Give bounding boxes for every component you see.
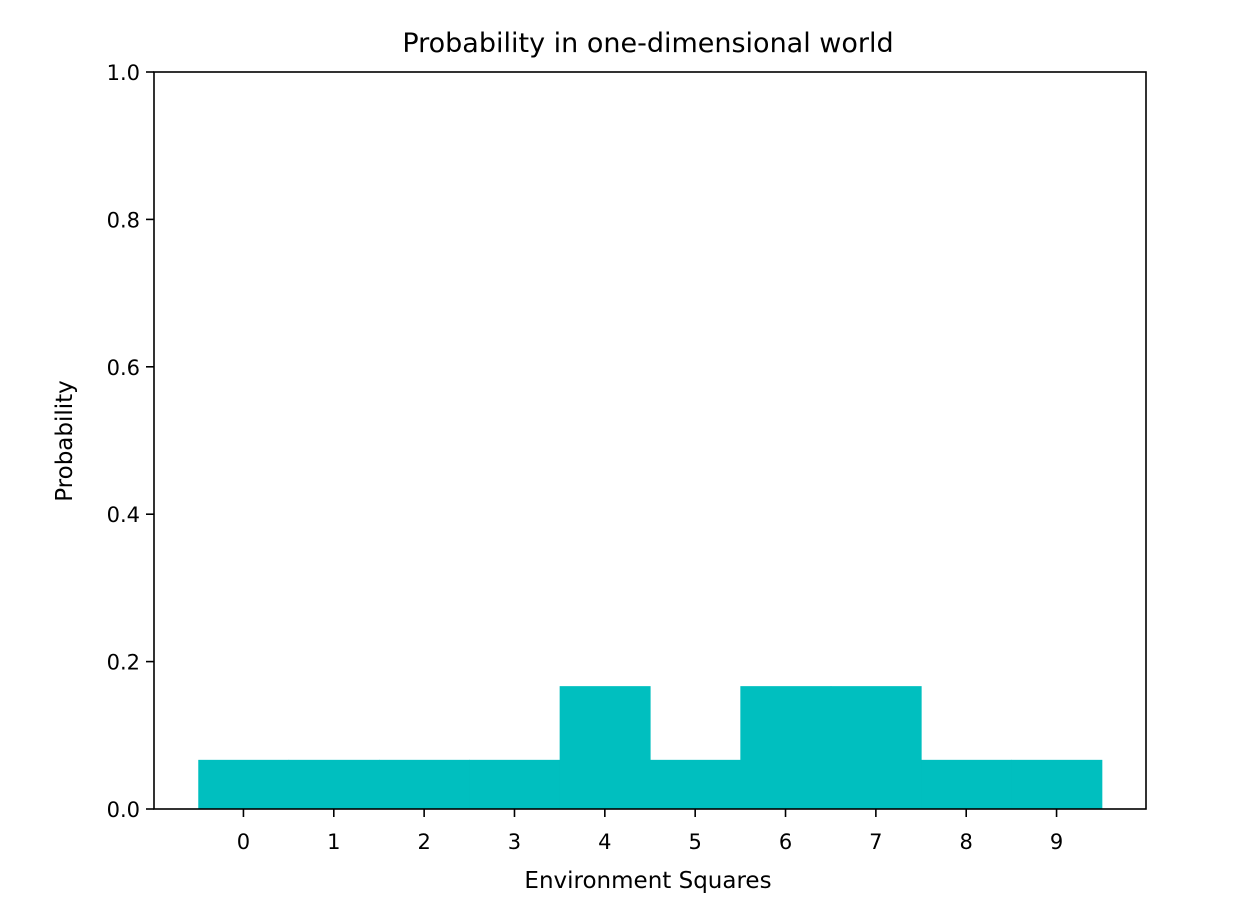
bar-6	[740, 686, 832, 809]
bar-8	[921, 759, 1012, 809]
y-axis-ticks: 0.0 0.2 0.4 0.6 0.8 1.0	[107, 61, 154, 822]
bar-0	[198, 759, 290, 809]
y-tick-label: 0.2	[107, 651, 140, 675]
bar-7	[830, 686, 922, 809]
chart-title: Probability in one-dimensional world	[402, 28, 893, 59]
x-tick-label: 5	[688, 830, 701, 854]
y-tick-label: 1.0	[107, 61, 140, 85]
y-tick-label: 0.0	[107, 798, 140, 822]
y-axis-label: Probability	[52, 380, 78, 502]
y-tick-label: 0.4	[107, 503, 140, 527]
bar-2	[378, 759, 470, 809]
x-tick-label: 4	[598, 830, 611, 854]
x-tick-label: 3	[508, 830, 521, 854]
x-tick-label: 0	[237, 830, 250, 854]
bars-layer	[198, 686, 1103, 809]
x-tick-label: 8	[960, 830, 973, 854]
x-tick-label: 9	[1050, 830, 1063, 854]
x-tick-label: 6	[779, 830, 792, 854]
x-tick-label: 1	[327, 830, 340, 854]
bar-4	[559, 686, 651, 809]
x-tick-label: 2	[417, 830, 430, 854]
x-tick-label: 7	[869, 830, 882, 854]
bar-1	[288, 759, 380, 809]
bar-9	[1011, 759, 1103, 809]
y-tick-label: 0.6	[107, 356, 140, 380]
bar-5	[650, 759, 741, 809]
bar-3	[469, 759, 561, 809]
plot-frame	[153, 71, 1147, 810]
x-axis-ticks: 0 1 2 3 4 5 6 7 8 9	[237, 809, 1063, 854]
y-tick-label: 0.8	[107, 208, 140, 232]
x-axis-label: Environment Squares	[524, 868, 771, 894]
